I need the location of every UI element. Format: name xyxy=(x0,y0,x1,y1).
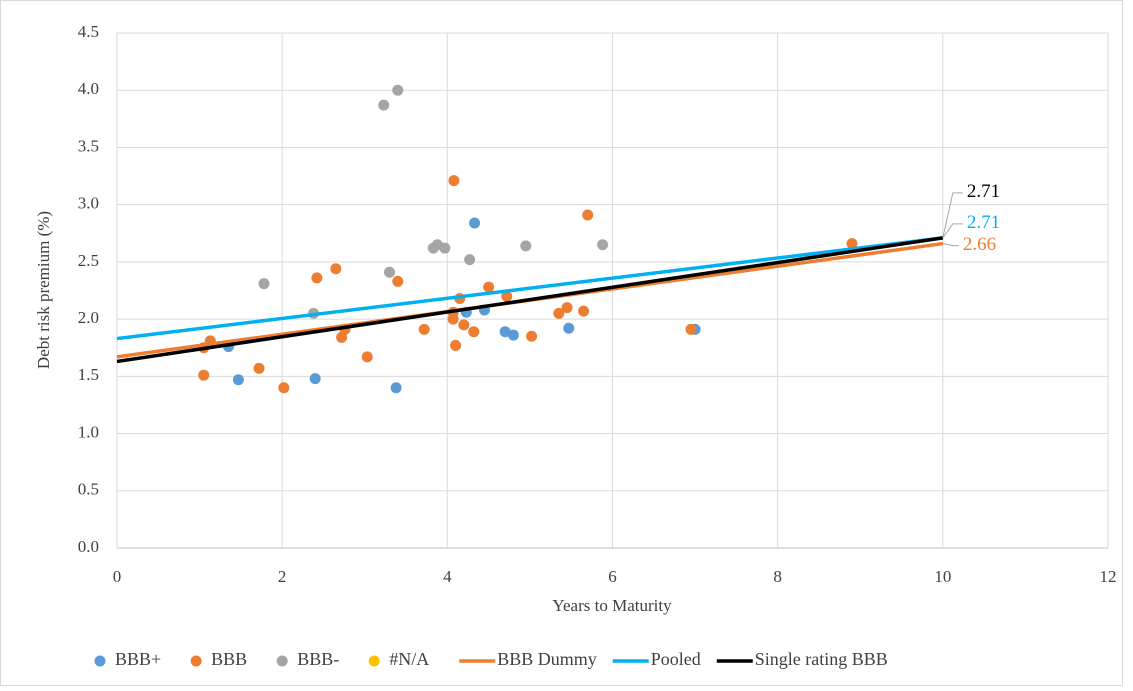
label-leader xyxy=(942,243,959,247)
data-point xyxy=(499,326,511,338)
legend-marker xyxy=(368,655,380,667)
data-point xyxy=(253,362,265,374)
data-point xyxy=(392,275,404,287)
data-point xyxy=(278,382,290,394)
y-tick-label: 1.0 xyxy=(78,422,99,441)
data-point xyxy=(418,323,430,335)
data-point xyxy=(578,305,590,317)
trend-line xyxy=(116,236,944,341)
x-tick-label: 6 xyxy=(608,567,617,586)
data-point xyxy=(258,278,270,290)
data-point xyxy=(469,217,481,229)
data-point xyxy=(582,209,594,221)
data-point xyxy=(597,239,609,251)
data-point xyxy=(468,326,480,338)
y-tick-label: 1.5 xyxy=(78,365,99,384)
data-point xyxy=(483,281,495,293)
y-tick-label: 4.0 xyxy=(78,79,99,98)
data-point xyxy=(439,242,451,254)
data-point xyxy=(198,369,210,381)
legend-marker xyxy=(190,655,202,667)
x-axis-title: Years to Maturity xyxy=(552,596,672,615)
legend-label: Pooled xyxy=(651,649,701,669)
data-point xyxy=(450,339,462,351)
x-tick-label: 10 xyxy=(934,567,951,586)
x-tick-label: 0 xyxy=(113,567,122,586)
data-point xyxy=(501,290,513,302)
legend-label: BBB- xyxy=(297,649,339,669)
data-point xyxy=(392,84,404,96)
data-point xyxy=(361,351,373,363)
x-tick-label: 2 xyxy=(278,567,287,586)
legend-marker xyxy=(94,655,106,667)
y-axis-title: Debt risk premium (%) xyxy=(34,211,53,369)
legend-label: Single rating BBB xyxy=(755,649,888,669)
data-label: 2.71 xyxy=(967,212,1000,233)
y-tick-label: 0.5 xyxy=(78,480,99,499)
y-tick-label: 2.5 xyxy=(78,251,99,270)
trend-line xyxy=(116,236,944,364)
legend-label: BBB Dummy xyxy=(497,649,597,669)
y-tick-label: 3.0 xyxy=(78,194,99,213)
legend-label: #N/A xyxy=(389,649,429,669)
y-tick-label: 0.0 xyxy=(78,537,99,556)
label-leader xyxy=(942,192,963,238)
data-point xyxy=(553,307,565,319)
x-tick-label: 12 xyxy=(1100,567,1117,586)
label-leader xyxy=(942,223,963,239)
data-point xyxy=(311,272,323,284)
data-point xyxy=(448,175,460,187)
data-point xyxy=(390,382,402,394)
data-point xyxy=(384,266,396,278)
y-tick-label: 3.5 xyxy=(78,136,99,155)
data-point xyxy=(561,302,573,314)
data-point xyxy=(330,263,342,275)
x-tick-label: 4 xyxy=(443,567,452,586)
legend-marker xyxy=(276,655,288,667)
data-point xyxy=(685,323,697,335)
data-point xyxy=(520,240,532,252)
x-tick-label: 8 xyxy=(773,567,782,586)
data-label: 2.66 xyxy=(963,234,996,255)
data-point xyxy=(309,373,321,385)
legend-label: BBB xyxy=(211,649,247,669)
y-tick-label: 2.0 xyxy=(78,308,99,327)
data-point xyxy=(526,330,538,342)
legend-label: BBB+ xyxy=(115,649,161,669)
data-point xyxy=(458,319,470,331)
data-point xyxy=(507,329,519,341)
data-point xyxy=(464,254,476,266)
data-point xyxy=(563,322,575,334)
y-tick-label: 4.5 xyxy=(78,22,99,41)
data-point xyxy=(846,238,858,250)
data-point xyxy=(378,99,390,111)
data-label: 2.71 xyxy=(967,181,1000,202)
data-point xyxy=(232,374,244,386)
